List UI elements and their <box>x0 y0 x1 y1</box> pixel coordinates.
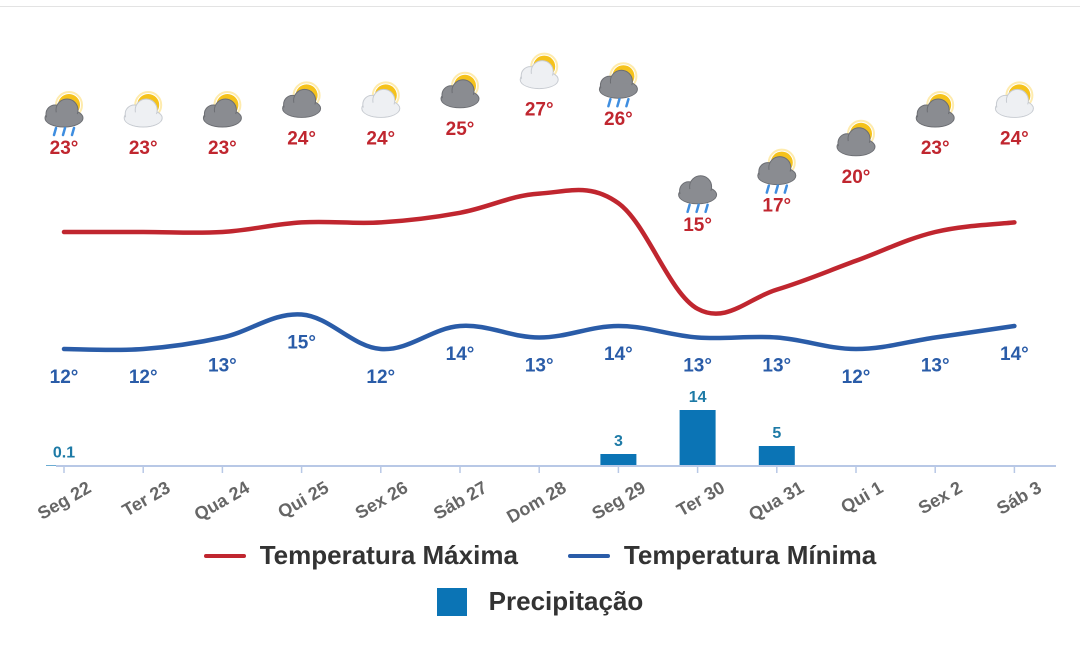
precip-bar <box>600 454 637 466</box>
sun-dark-cloud-icon <box>836 119 876 157</box>
sun-dark-cloud-icon <box>440 71 480 109</box>
x-tick-label-ter-30: Ter 30 <box>673 477 728 520</box>
min-temp-label: 12° <box>129 367 158 388</box>
x-tick-label-qua-31: Qua 31 <box>745 477 807 524</box>
precip-label: 5 <box>772 425 781 442</box>
x-tick-label-seg-29: Seg 29 <box>589 477 649 523</box>
sun-cloud-icon <box>361 81 401 118</box>
min-temp-line <box>61 312 1017 353</box>
sun-cloud-rain-icon <box>757 148 797 194</box>
x-tick-label-ter-23: Ter 23 <box>119 477 174 520</box>
max-temp-label: 24° <box>287 128 316 149</box>
x-tick-label-qui-1: Qui 1 <box>837 477 886 517</box>
max-temp-label: 24° <box>366 128 395 149</box>
max-temp-label: 20° <box>842 167 871 188</box>
sun-cloud-icon <box>123 91 163 128</box>
top-divider <box>0 6 1080 7</box>
legend-item-precip[interactable]: Precipitação <box>436 586 644 617</box>
min-temp-label: 13° <box>208 356 237 377</box>
legend-swatch-max <box>203 553 246 558</box>
precip-bar <box>679 410 716 466</box>
sun-cloud-icon <box>519 52 559 90</box>
x-tick-label-dom-28: Dom 28 <box>503 477 569 527</box>
x-tick-label-sab-3: Sáb 3 <box>993 477 1045 518</box>
min-temp-label: 12° <box>50 367 79 388</box>
temperature-labels: 23° 23° 23° 24° 24° 25° 27° 26° 15° 17° 20° 23° 24° 1… <box>50 100 1029 388</box>
min-temp-label: 13° <box>921 356 950 377</box>
min-temp-label: 13° <box>683 356 712 377</box>
legend-label-precip: Precipitação <box>488 586 644 616</box>
min-temp-label: 12° <box>842 367 871 388</box>
x-tick-label-qui-25: Qui 25 <box>274 477 332 522</box>
precip-bar <box>758 446 795 466</box>
x-tick-label-sab-27: Sáb 27 <box>430 477 490 523</box>
sun-cloud-rain-icon <box>44 91 84 137</box>
min-temp-label: 13° <box>525 356 554 377</box>
min-temp-label: 14° <box>446 344 475 365</box>
x-axis: Seg 22 Ter 23 Qua 24 Qui 25 Sex 26 Sáb 27 Dom … <box>34 465 1056 527</box>
max-temp-label: 27° <box>525 100 554 121</box>
max-temp-label: 23° <box>921 138 950 159</box>
x-tick-label-qua-24: Qua 24 <box>191 477 253 524</box>
sun-dark-cloud-icon <box>915 91 955 128</box>
legend-item-min[interactable]: Temperatura Mínima <box>567 540 877 571</box>
precip-label: 0.1 <box>53 445 75 462</box>
max-temp-label: 24° <box>1000 128 1029 149</box>
temperature-lines <box>61 187 1017 353</box>
legend-row-precipitation: Precipitação <box>0 586 1080 617</box>
legend-item-max[interactable]: Temperatura Máxima <box>203 540 518 571</box>
max-temp-line <box>61 187 1017 316</box>
min-temp-label: 12° <box>366 367 395 388</box>
max-temp-label: 26° <box>604 109 633 130</box>
max-temp-label: 23° <box>208 138 237 159</box>
x-tick-label-sex-26: Sex 26 <box>352 477 411 523</box>
max-temp-label: 23° <box>50 138 79 159</box>
precip-label: 3 <box>614 433 623 450</box>
min-temp-label: 14° <box>604 344 633 365</box>
cloud-rain-icon <box>678 175 718 214</box>
legend-label-min: Temperatura Mínima <box>623 540 877 570</box>
min-temp-label: 15° <box>287 333 316 354</box>
sun-dark-cloud-icon <box>282 81 322 118</box>
legend-swatch-precip <box>436 587 467 616</box>
precip-label: 14 <box>689 389 707 406</box>
x-tick-label-sex-2: Sex 2 <box>915 477 966 518</box>
sun-cloud-rain-icon <box>598 62 638 108</box>
sun-dark-cloud-icon <box>202 91 242 128</box>
max-temp-label: 17° <box>762 196 791 217</box>
x-tick-label-seg-22: Seg 22 <box>34 477 94 523</box>
legend-swatch-min <box>567 553 610 558</box>
precipitation-bars: 0.1 3 14 5 <box>46 389 795 466</box>
legend-row-temperatures: Temperatura Máxima Temperatura Mínima <box>0 540 1080 571</box>
min-temp-label: 13° <box>762 356 791 377</box>
sun-cloud-icon <box>994 81 1034 118</box>
max-temp-label: 23° <box>129 138 158 159</box>
min-temp-label: 14° <box>1000 344 1029 365</box>
max-temp-label: 25° <box>446 119 475 140</box>
max-temp-label: 15° <box>683 215 712 236</box>
legend-label-max: Temperatura Máxima <box>259 540 518 570</box>
weather-icons <box>44 52 1034 214</box>
